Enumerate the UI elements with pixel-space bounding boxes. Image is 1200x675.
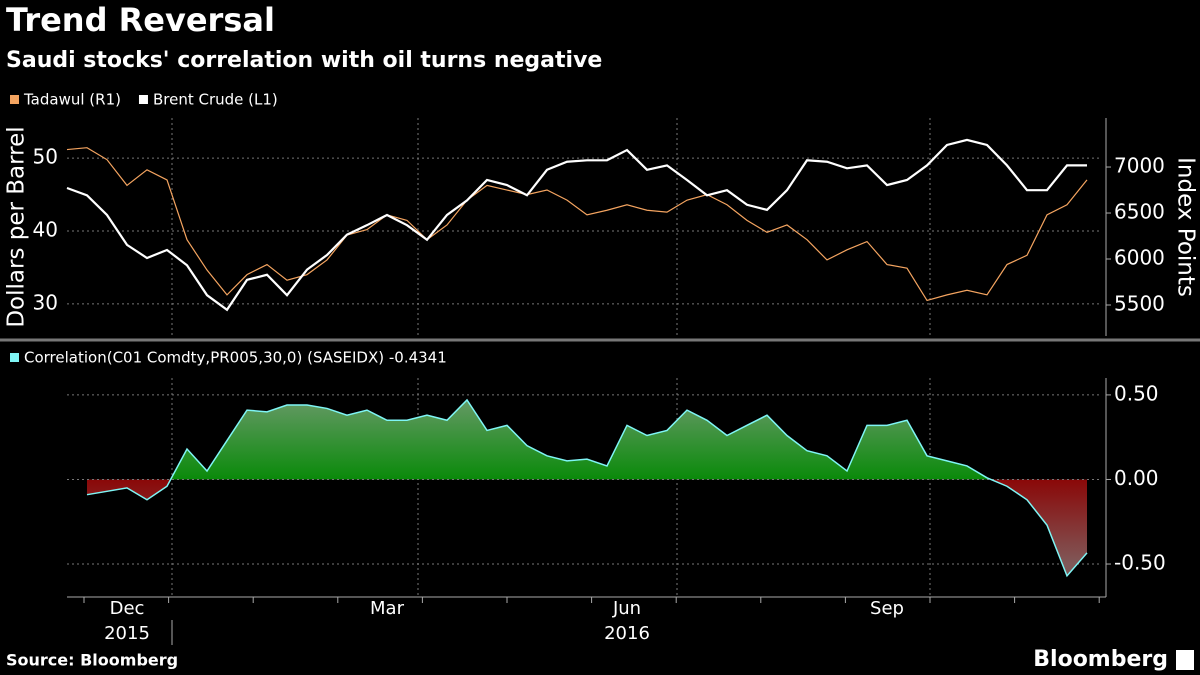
y-tick-label: 0.00: [1114, 466, 1159, 490]
y2-tick-label: 7000: [1114, 154, 1165, 178]
legend-label: Correlation(C01 Comdty,PR005,30,0) (SASE…: [24, 349, 447, 367]
y-tick-label: 40: [33, 218, 58, 242]
y-tick-label: 50: [33, 145, 58, 169]
series-line: [86, 398, 1088, 578]
series-line: [66, 138, 1087, 312]
legend-label: Brent Crude (L1): [153, 91, 278, 109]
legend-swatch: [138, 95, 148, 104]
y-tick-label: -0.50: [1114, 551, 1166, 575]
x-year-label: 2015: [104, 623, 150, 644]
subtitle: Saudi stocks' correlation with oil turns…: [6, 48, 602, 73]
y-tick-label: 0.50: [1114, 381, 1159, 405]
legend-swatch: [10, 95, 19, 104]
chart-title: Trend Reversal: [6, 1, 275, 39]
series-line: [66, 147, 1088, 302]
brand: Bloomberg: [1033, 647, 1168, 672]
y2-tick-label: 5500: [1114, 292, 1165, 316]
x-year-label: 2016: [604, 623, 650, 644]
y-tick-label: 30: [33, 290, 58, 314]
y2-tick-label: 6000: [1114, 246, 1165, 270]
x-tick-label: Sep: [870, 598, 904, 619]
x-tick-label: Mar: [370, 598, 405, 619]
brand-icon: [1176, 650, 1194, 670]
y2-axis-label: Index Points: [1173, 157, 1199, 297]
area-fill: [87, 399, 1087, 576]
x-tick-label: Jun: [612, 598, 641, 619]
y-axis-label: Dollars per Barrel: [4, 126, 30, 327]
legend-swatch: [10, 353, 19, 362]
y2-tick-label: 6500: [1114, 200, 1165, 224]
source: Source: Bloomberg: [6, 651, 178, 670]
legend-label: Tadawul (R1): [23, 91, 121, 109]
x-tick-label: Dec: [110, 598, 145, 619]
